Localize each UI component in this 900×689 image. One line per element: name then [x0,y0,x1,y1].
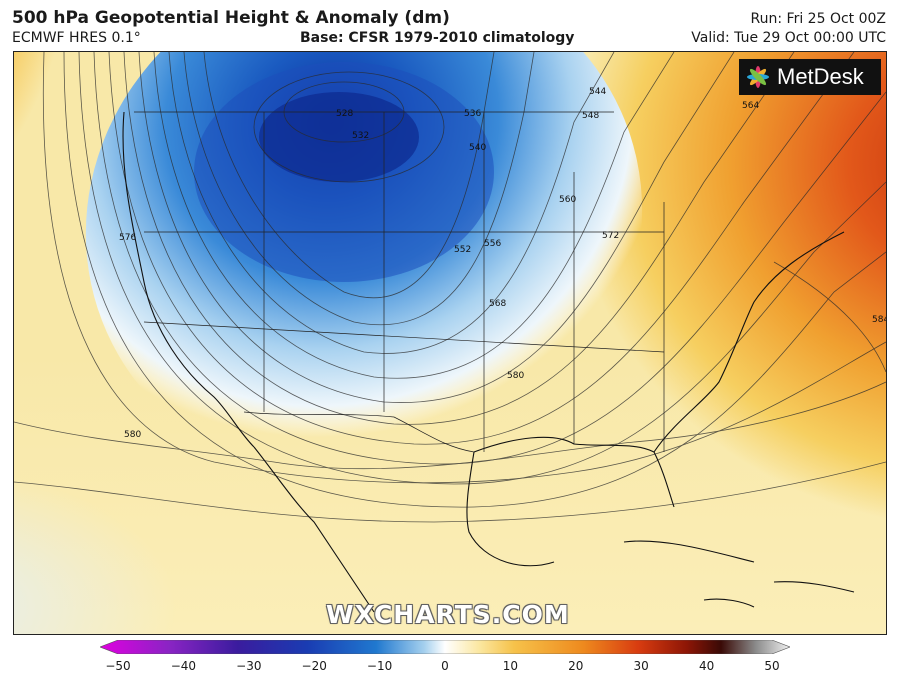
atlantic-coast [653,231,845,453]
contour-label-552: 552 [454,245,471,255]
contour-labels: 528 532 536 540 544 548 552 556 560 564 … [119,87,886,440]
contour-label-576: 576 [119,233,136,243]
contour-532 [253,71,445,183]
wxcharts-watermark: WXCHARTS.COM [326,600,570,629]
colorbar-tick-label: 40 [698,659,715,673]
contour-584 [773,261,886,373]
run-time: Run: Fri 25 Oct 00Z [750,11,886,27]
state-lines-horizontal [143,231,665,353]
contour-label-556: 556 [484,239,501,249]
model-label: ECMWF HRES 0.1° [12,30,141,46]
contour-540 [183,52,535,326]
contour-564 [93,52,886,465]
colorbar-tick-label: −50 [105,659,131,673]
colorbar-tick-label: 0 [441,659,449,673]
colorbar-bar [100,640,790,654]
trough-center [259,92,419,182]
jamaica-outline [703,598,755,608]
logo-text: MetDesk [777,64,864,89]
colorbar-tick-label: −40 [170,659,197,673]
contour-label-564: 564 [742,101,759,111]
contour-548 [153,52,675,379]
contour-label-584: 584 [872,315,886,325]
contour-560 [108,52,855,445]
contour-label-540: 540 [469,143,486,153]
contour-label-536: 536 [464,109,481,119]
colorbar-tick-label: 50 [764,659,780,673]
mexico-pacific-coast [253,446,375,613]
contour-label-544: 544 [589,87,606,97]
climatology-label: Base: CFSR 1979-2010 climatology [300,30,575,46]
borders [134,111,665,453]
state-lines [263,112,665,452]
metdesk-logo: MetDesk [739,59,881,95]
colorbar-tick-label: −20 [301,659,327,673]
cuba-outline [623,540,755,563]
gulf-coast [473,436,675,508]
contour-536 [203,52,495,299]
colorbar-tick-label: −10 [366,659,393,673]
contour-556 [123,52,795,425]
colorbar-tick-label: 30 [633,659,649,673]
colorbar-tick-label: 10 [502,659,519,673]
contour-label-560: 560 [559,195,576,205]
contour-label-532: 532 [352,131,369,141]
map-title: 500 hPa Geopotential Height & Anomaly (d… [12,8,450,28]
contour-label-580-west: 580 [124,430,141,440]
hispaniola-outline [773,581,855,593]
contour-label-580: 580 [507,371,524,381]
contour-576 [42,52,886,484]
colorbar-tick-label: 20 [568,659,584,673]
contour-label-572: 572 [602,231,619,241]
anomaly-map[interactable]: 528 532 536 540 544 548 552 556 560 564 … [13,51,887,635]
colorbar-tick-label: −30 [236,659,262,673]
us-mexico-border [243,411,475,453]
anomaly-colorbar [100,640,790,654]
contour-label-568: 568 [489,299,506,309]
mexico-gulf-coast [466,451,555,567]
contour-572 [63,52,886,508]
contour-580-south [14,461,886,523]
contour-label-528: 528 [336,109,353,119]
contour-580 [14,381,886,470]
map-canvas: 528 532 536 540 544 548 552 556 560 564 … [14,52,886,634]
contour-label-548: 548 [582,111,599,121]
starburst-icon [747,66,769,88]
contour-544 [168,52,615,354]
valid-time: Valid: Tue 29 Oct 00:00 UTC [691,30,886,46]
